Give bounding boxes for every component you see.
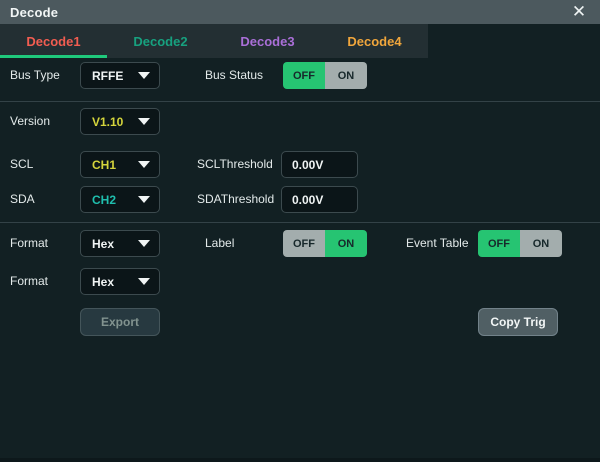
- scl-source-value: CH1: [92, 157, 117, 172]
- separator: [0, 101, 600, 102]
- format-label: Format: [10, 236, 49, 250]
- bus-status-on[interactable]: ON: [325, 62, 367, 89]
- tab-decode4[interactable]: Decode4: [347, 33, 402, 49]
- sda-threshold-input[interactable]: 0.00V: [281, 186, 358, 213]
- sda-source-value: CH2: [92, 192, 117, 207]
- label-display-label: Label: [205, 236, 235, 250]
- sda-threshold-value: 0.00V: [292, 192, 324, 207]
- sda-source-dropdown[interactable]: CH2: [80, 186, 160, 213]
- label-off[interactable]: OFF: [283, 230, 325, 257]
- sda-threshold-label: SDAThreshold: [197, 192, 275, 206]
- chevron-down-icon: [138, 161, 150, 168]
- scl-threshold-label: SCLThreshold: [197, 157, 273, 171]
- close-icon[interactable]: ✕: [571, 2, 587, 21]
- chevron-down-icon: [138, 196, 150, 203]
- bottom-edge: [0, 458, 600, 462]
- label-on[interactable]: ON: [325, 230, 367, 257]
- format-dropdown[interactable]: Hex: [80, 230, 160, 257]
- tab-decode3[interactable]: Decode3: [240, 33, 295, 49]
- event-table-off[interactable]: OFF: [478, 230, 520, 257]
- export-button[interactable]: Export: [80, 308, 160, 336]
- event-table-toggle[interactable]: OFF ON: [478, 230, 562, 257]
- version-label: Version: [10, 114, 51, 128]
- scl-threshold-value: 0.00V: [292, 157, 324, 172]
- tab-decode1[interactable]: Decode1: [0, 24, 107, 58]
- decode-tab-strip: Decode1 Decode2 Decode3 Decode4: [0, 24, 428, 58]
- sda-label: SDA: [10, 192, 35, 206]
- event-table-label: Event Table: [406, 236, 469, 250]
- bus-type-value: RFFE: [92, 68, 124, 83]
- title-bar: Decode ✕: [0, 0, 600, 24]
- chevron-down-icon: [138, 72, 150, 79]
- scl-source-dropdown[interactable]: CH1: [80, 151, 160, 178]
- format2-dropdown[interactable]: Hex: [80, 268, 160, 295]
- event-table-on[interactable]: ON: [520, 230, 562, 257]
- scl-threshold-input[interactable]: 0.00V: [281, 151, 358, 178]
- scl-label: SCL: [10, 157, 34, 171]
- version-value: V1.10: [92, 114, 124, 129]
- format2-value: Hex: [92, 274, 115, 289]
- chevron-down-icon: [138, 118, 150, 125]
- version-dropdown[interactable]: V1.10: [80, 108, 160, 135]
- bus-type-dropdown[interactable]: RFFE: [80, 62, 160, 89]
- chevron-down-icon: [138, 278, 150, 285]
- format2-label: Format: [10, 274, 49, 288]
- bus-status-toggle[interactable]: OFF ON: [283, 62, 367, 89]
- bus-type-label: Bus Type: [10, 68, 60, 82]
- separator: [0, 222, 600, 223]
- chevron-down-icon: [138, 240, 150, 247]
- label-toggle[interactable]: OFF ON: [283, 230, 367, 257]
- copy-trig-button[interactable]: Copy Trig: [478, 308, 558, 336]
- format-value: Hex: [92, 236, 115, 251]
- bus-status-off[interactable]: OFF: [283, 62, 325, 89]
- tab-decode2[interactable]: Decode2: [133, 33, 188, 49]
- dialog-title: Decode: [10, 4, 59, 20]
- bus-status-label: Bus Status: [205, 68, 264, 82]
